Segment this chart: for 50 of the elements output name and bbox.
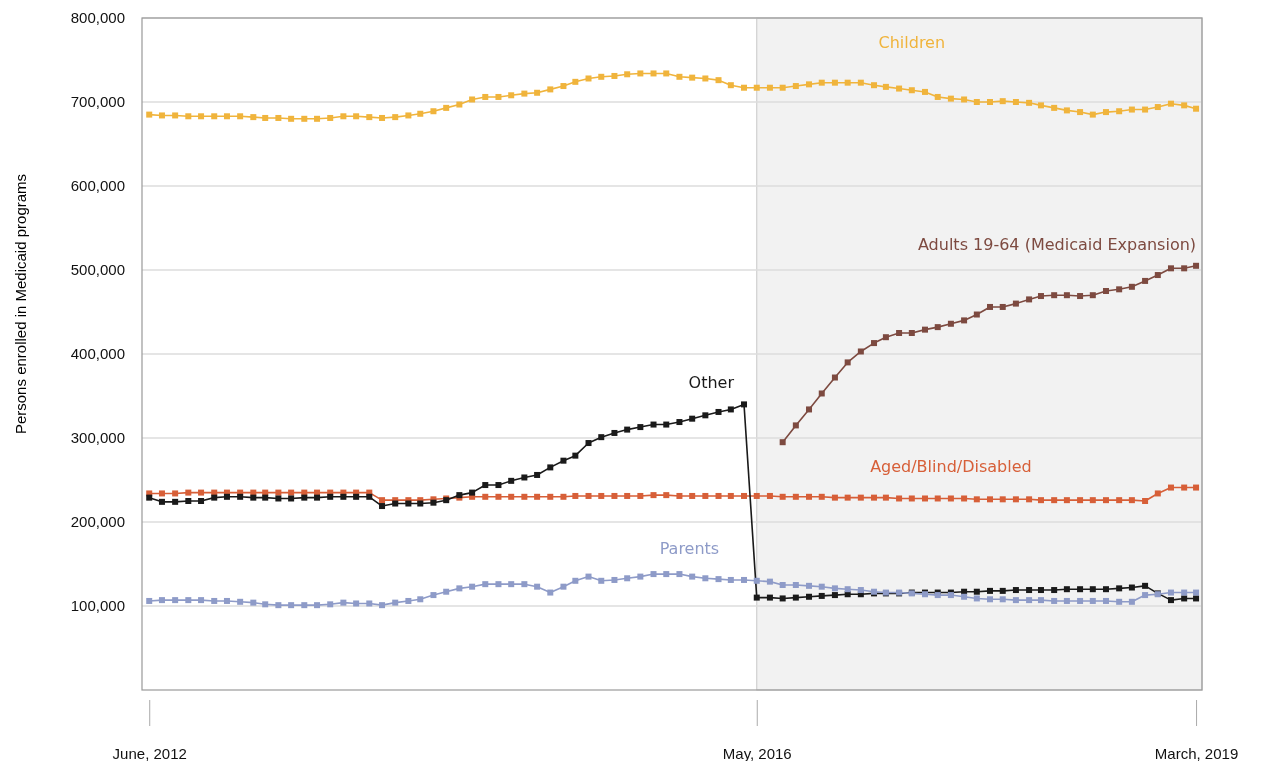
point: [1089, 292, 1096, 299]
point: [831, 374, 838, 381]
series-label: Parents: [659, 539, 720, 559]
point: [882, 334, 889, 341]
series-label: Adults 19-64 (Medicaid Expansion): [917, 234, 1197, 254]
point: [1037, 293, 1044, 300]
point: [1116, 286, 1123, 293]
point: [973, 311, 980, 318]
point: [922, 326, 928, 333]
point: [961, 317, 968, 324]
point: [806, 406, 813, 413]
y-tick-label: 600,000: [70, 177, 125, 195]
y-tick-label: 300,000: [70, 429, 125, 447]
point: [908, 330, 915, 336]
point: [1077, 293, 1084, 300]
point: [1193, 262, 1200, 269]
point: [818, 390, 825, 397]
point: [1142, 277, 1149, 284]
series-label: Aged/Blind/Disabled: [870, 457, 1032, 477]
series-label: Children: [878, 33, 946, 53]
point: [1167, 265, 1174, 272]
y-axis-title: Persons enrolled in Medicaid programs: [12, 173, 29, 435]
point: [934, 324, 941, 331]
y-tick-label: 200,000: [70, 513, 125, 531]
point: [1181, 265, 1188, 272]
y-tick-label: 700,000: [70, 93, 125, 111]
point: [896, 330, 903, 336]
x-tick-label: March, 2019: [1154, 744, 1239, 761]
x-tick-label: June, 2012: [112, 744, 187, 761]
point: [999, 303, 1006, 310]
y-tick-label: 800,000: [70, 9, 125, 27]
point: [947, 320, 954, 327]
point: [1012, 300, 1019, 307]
x-tick-label: May, 2016: [722, 744, 792, 761]
point: [779, 439, 786, 446]
point: [1063, 292, 1070, 299]
point: [871, 340, 878, 347]
point: [1102, 288, 1109, 294]
point: [844, 359, 851, 366]
point: [1154, 272, 1161, 279]
y-tick-label: 400,000: [70, 345, 125, 363]
y-tick-label: 500,000: [70, 261, 125, 279]
series-label: Other: [688, 373, 735, 393]
y-tick-label: 100,000: [70, 597, 125, 615]
point: [987, 303, 993, 310]
point: [792, 422, 799, 429]
point: [1026, 296, 1033, 303]
point: [1051, 292, 1058, 299]
point: [1128, 283, 1135, 290]
point: [857, 348, 864, 355]
